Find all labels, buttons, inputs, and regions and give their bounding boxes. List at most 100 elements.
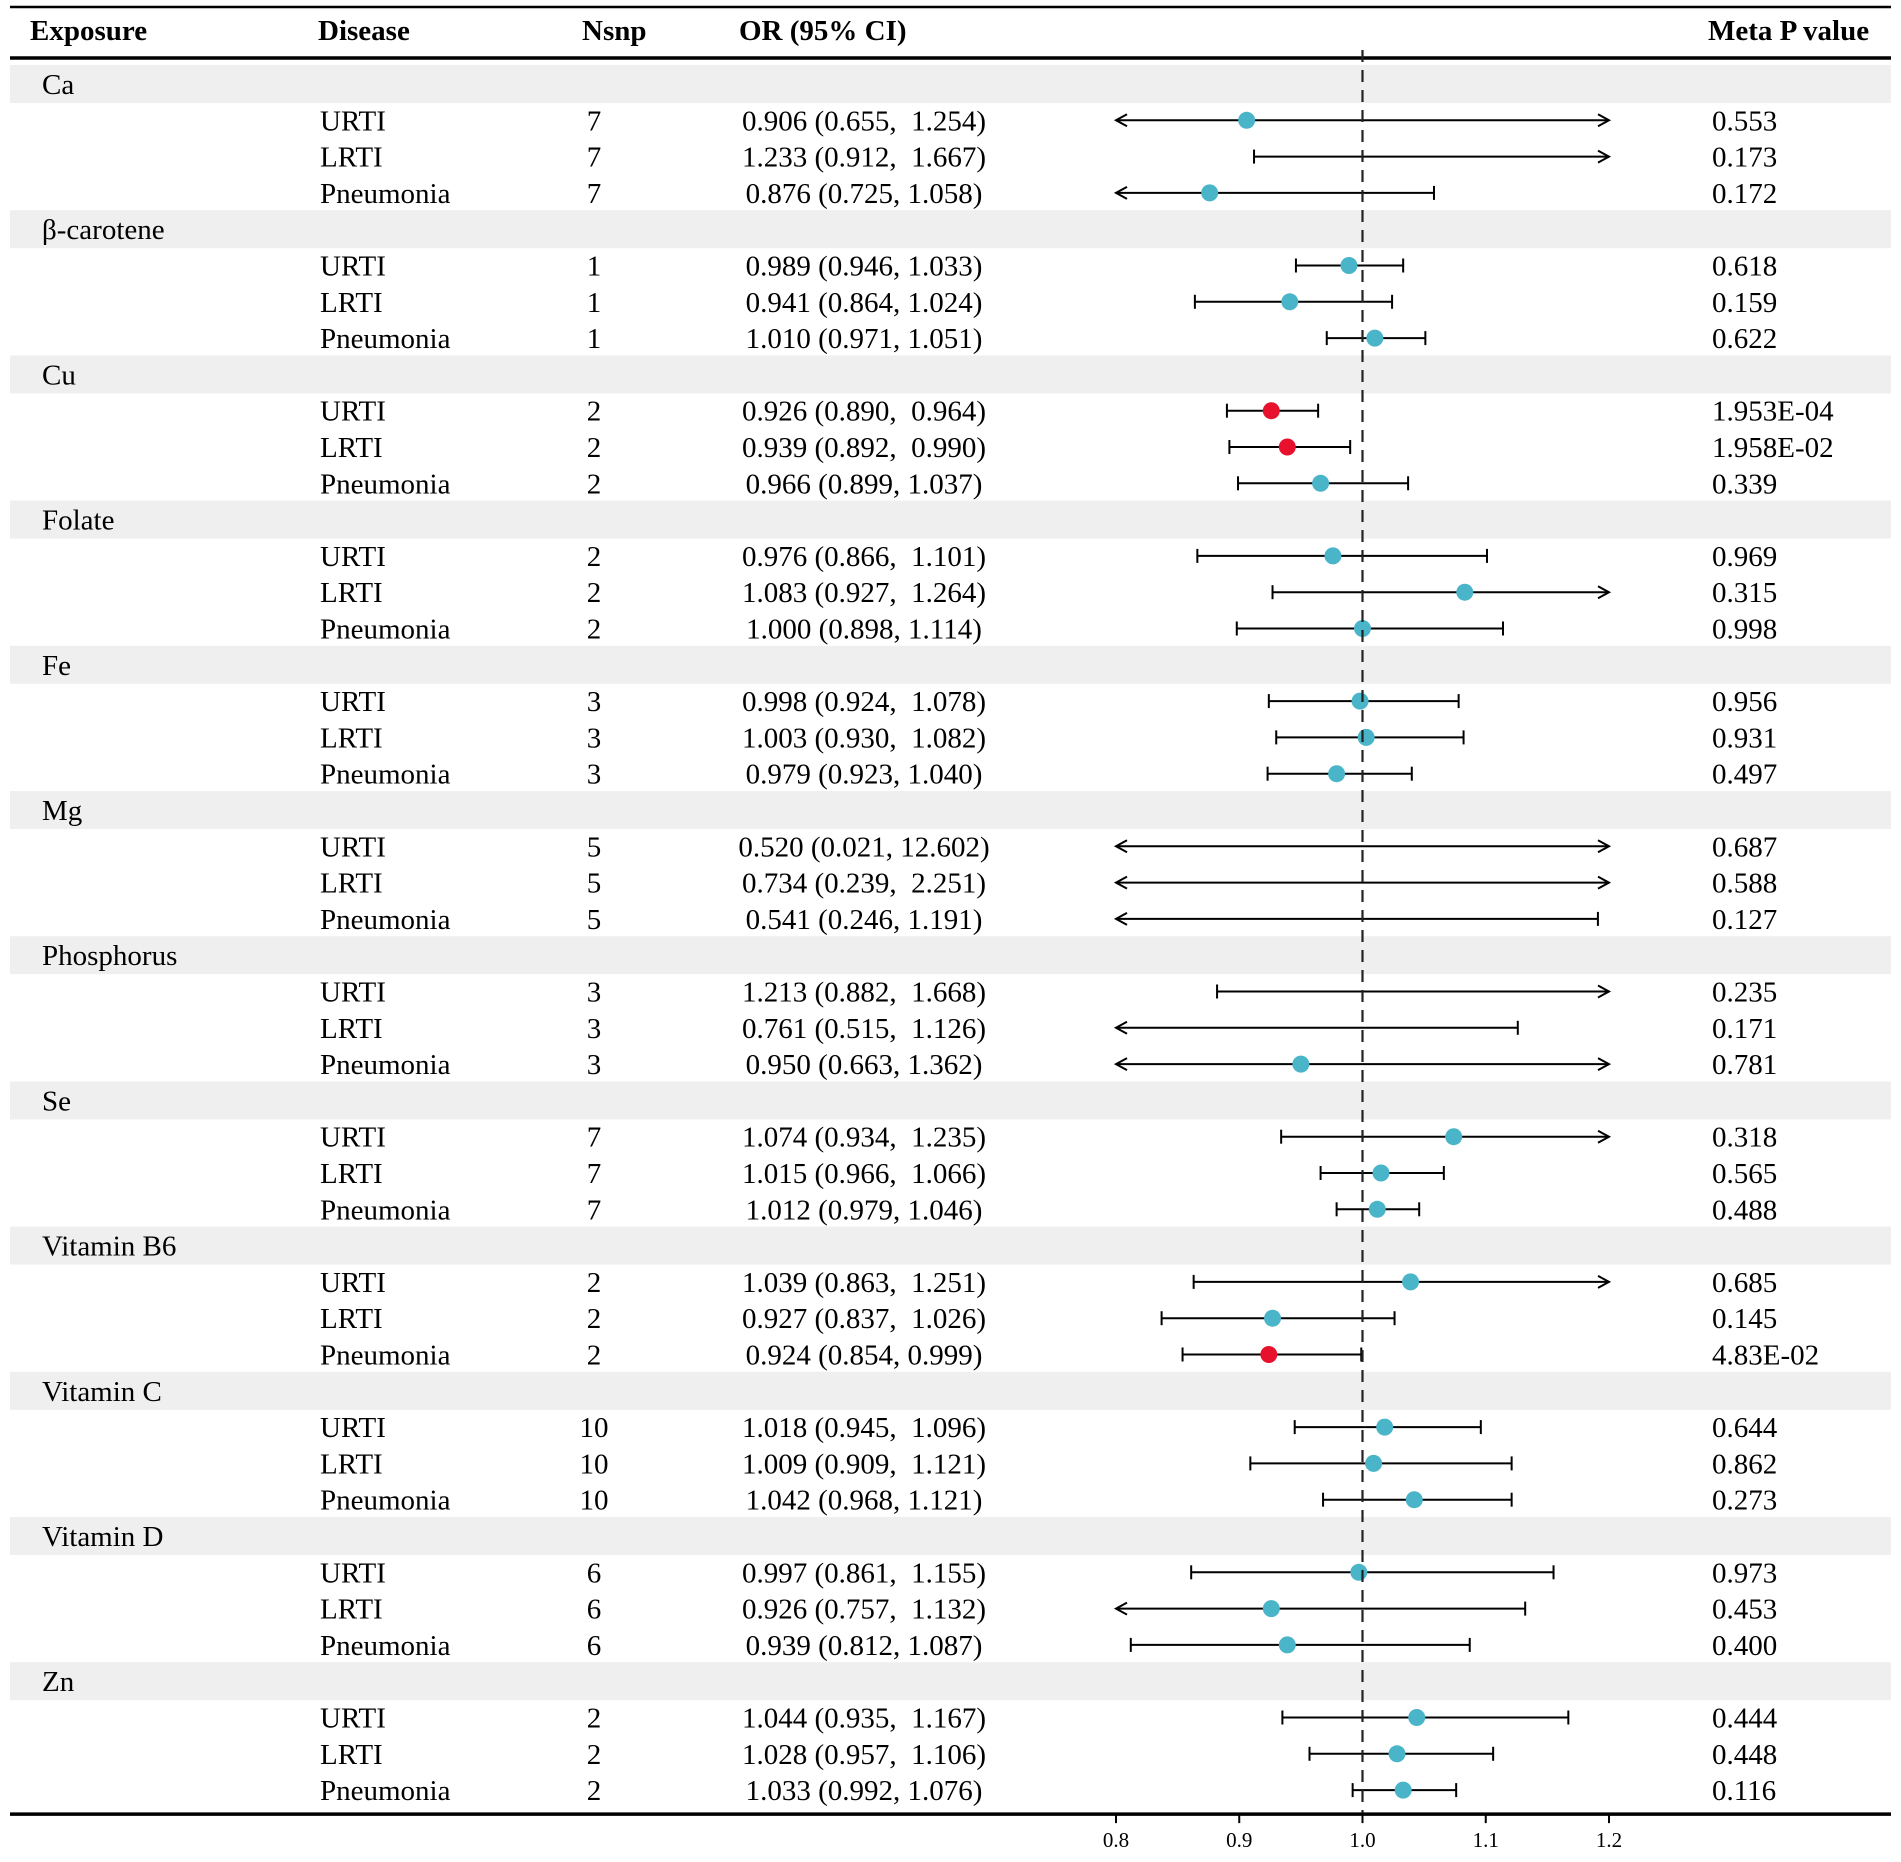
disease-label: Pneumonia: [320, 904, 451, 936]
nsnp-value: 6: [587, 1630, 602, 1662]
p-value: 0.145: [1712, 1303, 1777, 1335]
ci-arrow-left: [1113, 113, 1128, 128]
nsnp-value: 2: [587, 577, 602, 609]
disease-label: LRTI: [320, 868, 383, 900]
disease-label: Pneumonia: [320, 1194, 451, 1226]
disease-label: URTI: [320, 396, 386, 428]
or-ci-value: 1.074 (0.934, 1.235): [742, 1122, 986, 1154]
or-ci-value: 1.044 (0.935, 1.167): [742, 1703, 986, 1735]
table-body: Ca URTI 7 0.906 (0.655, 1.254) 0.553 LRTI 7 1.2…: [42, 69, 1834, 1807]
x-axis: 0.8 0.9 1.0 1.1 1.2: [10, 1812, 1891, 1852]
or-ci-value: 1.213 (0.882, 1.668): [742, 977, 986, 1009]
nsnp-value: 2: [587, 1739, 602, 1771]
or-point: [1201, 184, 1219, 202]
p-value: 0.781: [1712, 1049, 1777, 1081]
group-bands: [10, 65, 1891, 1701]
ci-arrow-left: [1113, 1020, 1128, 1035]
or-ci-value: 1.018 (0.945, 1.096): [742, 1412, 986, 1444]
disease-label: URTI: [320, 541, 386, 573]
p-value: 0.172: [1712, 178, 1777, 210]
disease-label: URTI: [320, 105, 386, 137]
ci-arrow-right: [1597, 113, 1612, 128]
or-point: [1324, 547, 1342, 565]
p-value: 0.622: [1712, 323, 1777, 355]
or-ci-value: 0.939 (0.892, 0.990): [742, 432, 986, 464]
or-ci-value: 1.009 (0.909, 1.121): [742, 1448, 986, 1480]
disease-label: URTI: [320, 1412, 386, 1444]
ci-arrow-right: [1597, 984, 1612, 999]
group-label: Vitamin D: [42, 1521, 164, 1553]
axis-tick-label: 1.0: [1349, 1828, 1375, 1852]
or-ci-value: 0.520 (0.021, 12.602): [738, 831, 989, 863]
group-label: Fe: [42, 650, 71, 682]
ci-arrow-right: [1597, 1057, 1612, 1071]
p-value: 0.687: [1712, 831, 1777, 863]
or-point: [1350, 1563, 1368, 1581]
p-value: 0.618: [1712, 251, 1777, 283]
ci-arrow-right: [1597, 875, 1612, 890]
or-ci-value: 0.989 (0.946, 1.033): [746, 251, 983, 283]
group-band: [10, 355, 1891, 394]
or-point: [1278, 1636, 1296, 1654]
disease-label: Pneumonia: [320, 1340, 451, 1372]
group-label: Ca: [42, 69, 74, 101]
nsnp-value: 2: [587, 396, 602, 428]
ci-arrow-right: [1597, 839, 1612, 854]
ci-arrow-left: [1113, 875, 1128, 890]
p-value: 0.159: [1712, 287, 1777, 319]
or-ci-value: 0.761 (0.515, 1.126): [742, 1013, 986, 1045]
p-value: 0.685: [1712, 1267, 1777, 1299]
p-value: 0.127: [1712, 904, 1777, 936]
disease-label: URTI: [320, 686, 386, 718]
or-ci-value: 1.015 (0.966, 1.066): [742, 1158, 986, 1190]
disease-label: Pneumonia: [320, 759, 451, 791]
disease-label: LRTI: [320, 287, 383, 319]
nsnp-value: 3: [587, 1013, 602, 1045]
p-value: 1.958E-02: [1712, 432, 1834, 464]
p-value: 0.448: [1712, 1739, 1777, 1771]
or-point: [1351, 692, 1369, 710]
or-point: [1445, 1128, 1463, 1146]
or-ci-value: 1.233 (0.912, 1.667): [742, 142, 986, 174]
or-ci-value: 0.734 (0.239, 2.251): [742, 868, 986, 900]
ci-arrow-left: [1113, 1601, 1128, 1616]
or-point: [1292, 1055, 1310, 1073]
or-point: [1388, 1745, 1406, 1763]
or-ci-value: 0.966 (0.899, 1.037): [746, 468, 983, 500]
or-ci-value: 1.003 (0.930, 1.082): [742, 722, 986, 754]
or-point: [1357, 728, 1375, 746]
or-ci-value: 0.926 (0.890, 0.964): [742, 396, 986, 428]
or-point: [1278, 438, 1296, 456]
nsnp-value: 7: [587, 1158, 602, 1190]
or-ci-value: 0.926 (0.757, 1.132): [742, 1594, 986, 1626]
nsnp-value: 3: [587, 977, 602, 1009]
group-band: [10, 1081, 1891, 1120]
or-point: [1456, 583, 1474, 601]
disease-label: Pneumonia: [320, 468, 451, 500]
disease-label: LRTI: [320, 1013, 383, 1045]
ci-arrow-left: [1113, 839, 1128, 854]
or-point: [1264, 1309, 1282, 1327]
nsnp-value: 2: [587, 614, 602, 646]
nsnp-value: 1: [587, 323, 602, 355]
nsnp-value: 7: [587, 105, 602, 137]
or-ci-value: 0.541 (0.246, 1.191): [746, 904, 983, 936]
or-point: [1262, 1600, 1280, 1618]
group-label: Zn: [42, 1666, 75, 1698]
header-nsnp: Nsnp: [582, 15, 647, 47]
disease-label: LRTI: [320, 722, 383, 754]
nsnp-value: 2: [587, 432, 602, 464]
disease-label: Pneumonia: [320, 1630, 451, 1662]
disease-label: URTI: [320, 831, 386, 863]
group-band: [10, 936, 1891, 975]
p-value: 0.116: [1712, 1775, 1776, 1807]
disease-label: URTI: [320, 977, 386, 1009]
or-point: [1262, 402, 1280, 420]
p-value: 0.315: [1712, 577, 1777, 609]
group-label: β-carotene: [42, 214, 165, 246]
disease-label: Pneumonia: [320, 614, 451, 646]
ci-arrow-right: [1597, 585, 1612, 600]
p-value: 0.565: [1712, 1158, 1777, 1190]
or-point: [1366, 329, 1384, 347]
